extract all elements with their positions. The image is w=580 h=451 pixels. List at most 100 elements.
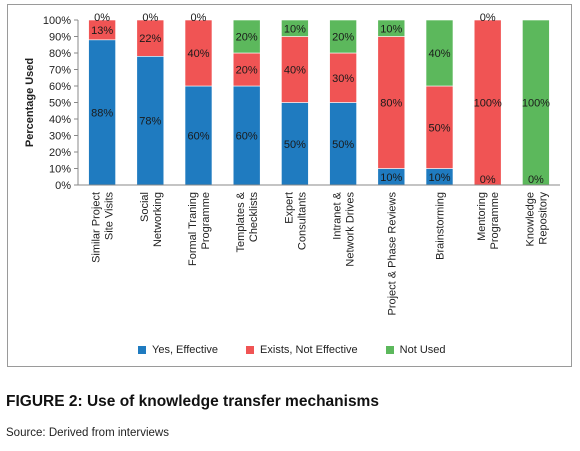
- data-label: 0%: [528, 174, 544, 186]
- legend-item: Exists, Not Effective: [246, 344, 358, 356]
- data-label: 20%: [332, 32, 354, 44]
- data-label: 0%: [480, 174, 496, 186]
- x-category-label: KnowledgeRepository: [524, 192, 549, 247]
- legend-label: Exists, Not Effective: [260, 344, 358, 356]
- y-tick-label: 60%: [49, 81, 71, 93]
- bar-segment: [136, 55, 165, 186]
- x-category-label-line: Programme: [200, 192, 212, 249]
- bar-segment: [281, 102, 309, 186]
- x-category-label-line: Social: [139, 192, 151, 222]
- legend-swatch: [385, 346, 394, 354]
- source-note: Source: Derived from interviews: [6, 427, 169, 439]
- x-category-label: Similar ProjectSite Visits: [91, 192, 116, 263]
- data-label: 10%: [428, 172, 450, 184]
- x-category-label-line: Networking: [152, 192, 164, 247]
- bar-segment: [329, 52, 357, 103]
- bar-segment: [425, 85, 454, 169]
- x-category-label: MentoringProgramme: [476, 192, 501, 249]
- data-label: 10%: [284, 23, 306, 35]
- data-label: 0%: [142, 12, 158, 24]
- x-category-label-line: Checklists: [248, 192, 260, 243]
- y-tick-label: 20%: [49, 147, 71, 159]
- bar-segment: [329, 19, 357, 54]
- chart-legend: Yes, Effective Exists, Not Effective Not U…: [138, 344, 446, 356]
- x-category-label: Project & Phase Reviews: [386, 192, 398, 316]
- y-tick-label: 0%: [55, 180, 71, 192]
- y-axis-title: Percentage Used: [24, 58, 36, 147]
- bar-segment: [232, 85, 261, 186]
- x-category-label-line: Project & Phase Reviews: [386, 192, 398, 316]
- y-tick-label: 50%: [49, 98, 71, 110]
- y-tick-label: 70%: [49, 65, 71, 77]
- x-category-label-line: Programme: [489, 192, 501, 249]
- figure-caption: FIGURE 2: Use of knowledge transfer mech…: [6, 393, 379, 410]
- bar-segment: [88, 19, 116, 41]
- data-label: 50%: [284, 139, 306, 151]
- x-category-label-line: Intranet &: [332, 191, 344, 239]
- data-label: 40%: [187, 48, 209, 60]
- bar-segment: [425, 19, 454, 87]
- y-tick-label: 10%: [49, 164, 71, 176]
- legend-swatch: [246, 346, 255, 354]
- legend-label: Not Used: [399, 344, 446, 356]
- x-category-label-line: Network Drives: [345, 192, 357, 267]
- legend-swatch: [138, 346, 146, 354]
- data-label: 30%: [332, 73, 354, 85]
- data-label: 0%: [480, 12, 496, 24]
- y-tick-label: 90%: [49, 32, 71, 44]
- y-tick-label: 100%: [43, 15, 71, 27]
- bar-segment: [232, 52, 261, 87]
- stacked-bar-chart: Percentage Used 0% 10% 20% 30% 40% 50% 60% 70% 80…: [24, 12, 560, 316]
- data-label: 0%: [191, 12, 207, 24]
- data-label: 10%: [380, 172, 402, 184]
- data-label: 100%: [522, 98, 550, 110]
- x-category-label: Templates &Checklists: [235, 191, 260, 252]
- bar-segment: [281, 36, 309, 103]
- bar-segment: [88, 39, 116, 186]
- bar-segment: [184, 19, 213, 87]
- y-tick-label: 40%: [49, 114, 71, 126]
- bar-segment: [281, 19, 309, 37]
- x-category-label-line: Templates &: [235, 191, 247, 252]
- data-label: 78%: [139, 116, 161, 128]
- data-label: 88%: [91, 107, 113, 119]
- data-label: 40%: [284, 65, 306, 77]
- legend-label: Yes, Effective: [152, 344, 219, 356]
- data-label: 22%: [139, 33, 161, 45]
- legend-item: Yes, Effective: [138, 344, 218, 356]
- x-category-label-line: Brainstorming: [435, 192, 447, 260]
- data-label: 0%: [94, 12, 110, 24]
- bar-segment: [473, 19, 502, 186]
- data-label: 50%: [428, 122, 450, 134]
- bar-segment: [522, 19, 550, 186]
- x-category-label-line: Expert: [283, 192, 295, 224]
- chart-frame: Percentage Used 0% 10% 20% 30% 40% 50% 60% 70% 80…: [7, 4, 572, 367]
- bar-segment: [232, 19, 261, 54]
- data-label: 60%: [187, 131, 209, 143]
- x-category-label: ExpertConsultants: [283, 192, 308, 251]
- x-category-label-line: Repository: [537, 192, 549, 245]
- data-label: 20%: [236, 65, 258, 77]
- data-label: 40%: [428, 48, 450, 60]
- x-category-label-line: Consultants: [296, 192, 308, 251]
- x-category-label: Intranet &Network Drives: [332, 191, 357, 266]
- bar-segment: [377, 19, 406, 37]
- y-tick-label: 80%: [49, 48, 71, 60]
- bar-segment: [377, 36, 406, 169]
- x-category-label-line: Formal Traning: [187, 192, 199, 266]
- x-category-label-line: Site Visits: [104, 192, 116, 241]
- bar-segment: [184, 85, 213, 186]
- y-tick-label: 30%: [49, 131, 71, 143]
- data-label: 13%: [91, 25, 113, 37]
- data-label: 50%: [332, 139, 354, 151]
- legend-item: Not Used: [385, 344, 446, 356]
- data-label: 80%: [380, 98, 402, 110]
- data-label: 10%: [380, 23, 402, 35]
- bar-segment: [136, 19, 165, 57]
- x-category-label: Brainstorming: [435, 192, 447, 260]
- x-category-label: SocialNetworking: [139, 192, 164, 247]
- x-category-label: Formal TraningProgramme: [187, 192, 212, 266]
- x-category-label-line: Knowledge: [524, 192, 536, 246]
- data-label: 20%: [236, 32, 258, 44]
- x-category-label-line: Similar Project: [91, 192, 103, 263]
